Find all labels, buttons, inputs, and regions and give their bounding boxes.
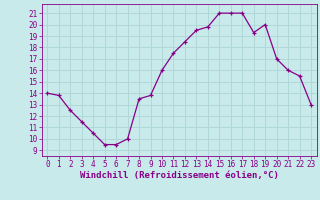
X-axis label: Windchill (Refroidissement éolien,°C): Windchill (Refroidissement éolien,°C) (80, 171, 279, 180)
